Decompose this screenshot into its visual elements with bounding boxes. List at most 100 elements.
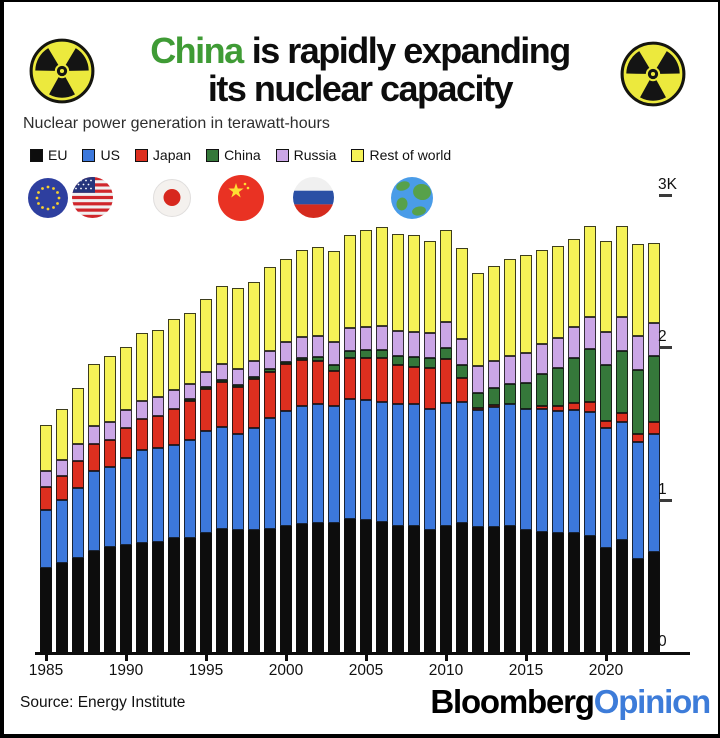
bar-segment-japan <box>472 407 484 411</box>
bar-2002 <box>312 246 324 652</box>
bar-segment-china <box>360 350 372 359</box>
bar-2004 <box>344 234 356 652</box>
x-axis-label-1990: 1990 <box>108 662 144 679</box>
bar-segment-us <box>424 408 436 531</box>
bar-segment-japan <box>248 379 260 428</box>
title-line-2: its nuclear capacity <box>207 68 514 109</box>
bar-1995 <box>200 298 212 652</box>
x-axis-tick-1995 <box>205 655 208 661</box>
page-title: China is rapidly expanding its nuclear ca… <box>100 32 620 108</box>
bar-2000 <box>280 258 292 652</box>
y-axis-tick-1 <box>659 498 672 502</box>
bar-segment-japan <box>280 364 292 411</box>
bar-segment-russia <box>168 390 180 409</box>
bar-segment-china <box>600 365 612 422</box>
bar-segment-japan <box>136 418 148 450</box>
x-axis-tick-2010 <box>445 655 448 661</box>
bar-segment-china <box>424 357 436 369</box>
bar-segment-japan <box>424 368 436 409</box>
legend-label: Rest of world <box>369 147 452 163</box>
bar-segment-eu <box>584 535 596 652</box>
bar-segment-russia <box>184 384 196 399</box>
bar-segment-us <box>120 457 132 546</box>
x-axis-label-1995: 1995 <box>188 662 224 679</box>
bar-segment-rest-of-world <box>56 408 68 461</box>
earth-icon <box>391 177 433 219</box>
bar-segment-eu <box>488 527 500 652</box>
bar-segment-russia <box>536 343 548 374</box>
bar-segment-russia <box>408 331 420 357</box>
bar-segment-rest-of-world <box>504 259 516 357</box>
bar-segment-china <box>184 398 196 402</box>
bar-segment-japan <box>488 404 500 407</box>
bar-segment-eu <box>88 551 100 652</box>
bar-segment-us <box>600 427 612 548</box>
bar-segment-us <box>360 400 372 520</box>
bar-segment-eu <box>216 529 228 652</box>
bar-segment-eu <box>648 551 660 652</box>
bar-segment-rest-of-world <box>360 230 372 328</box>
bar-segment-rest-of-world <box>136 332 148 401</box>
bar-segment-eu <box>536 531 548 652</box>
chart-legend: EU US Japan China Russia Rest of world <box>30 147 451 163</box>
bar-segment-rest-of-world <box>40 425 52 472</box>
bar-2006 <box>376 226 388 652</box>
bar-2011 <box>456 247 468 652</box>
bar-segment-us <box>280 410 292 526</box>
bar-2014 <box>504 259 516 652</box>
bar-segment-us <box>40 509 52 569</box>
bar-segment-rest-of-world <box>568 239 580 327</box>
bar-2020 <box>600 240 612 652</box>
bar-segment-us <box>264 417 276 529</box>
bar-segment-russia <box>232 368 244 386</box>
bar-2010 <box>440 230 452 652</box>
bar-segment-china <box>264 369 276 372</box>
x-axis-tick-1985 <box>45 655 48 661</box>
japan-flag-icon <box>153 179 191 217</box>
bar-segment-us <box>168 444 180 538</box>
legend-swatch-eu <box>30 148 43 162</box>
bar-segment-russia <box>56 460 68 476</box>
bar-2023 <box>648 243 660 652</box>
bar-segment-russia <box>216 363 228 381</box>
bar-segment-eu <box>264 528 276 652</box>
bar-1987 <box>72 387 84 652</box>
bar-segment-rest-of-world <box>488 266 500 362</box>
bar-segment-rest-of-world <box>168 319 180 391</box>
bar-segment-us <box>248 427 260 531</box>
bar-segment-china <box>632 370 644 434</box>
x-axis-label-2010: 2010 <box>428 662 464 679</box>
bar-segment-russia <box>136 400 148 419</box>
bar-segment-japan <box>376 358 388 402</box>
bar-segment-russia <box>568 326 580 358</box>
bar-segment-china <box>568 357 580 403</box>
bar-segment-japan <box>104 439 116 467</box>
bar-1988 <box>88 363 100 652</box>
chart-subtitle: Nuclear power generation in terawatt-hou… <box>23 115 330 132</box>
x-axis-label-2015: 2015 <box>508 662 544 679</box>
source-credit: Source: Energy Institute <box>20 694 186 711</box>
bar-segment-rest-of-world <box>312 246 324 336</box>
bar-segment-china <box>312 357 324 362</box>
bar-segment-japan <box>264 371 276 418</box>
bar-segment-china <box>488 387 500 405</box>
bar-segment-russia <box>520 353 532 383</box>
bar-segment-eu <box>424 530 436 652</box>
bar-segment-rest-of-world <box>184 313 196 385</box>
bar-segment-eu <box>392 526 404 652</box>
bar-segment-us <box>104 466 116 548</box>
x-axis-line <box>35 652 690 655</box>
bar-segment-russia <box>104 421 116 440</box>
bar-segment-rest-of-world <box>216 285 228 364</box>
bar-segment-russia <box>600 332 612 366</box>
bar-segment-eu <box>232 530 244 652</box>
bar-segment-russia <box>360 327 372 351</box>
bar-segment-china <box>440 347 452 359</box>
bar-segment-us <box>488 406 500 528</box>
bar-segment-china <box>648 355 660 422</box>
brand-bloomberg: Bloomberg <box>430 683 595 720</box>
bar-segment-russia <box>264 350 276 370</box>
bar-segment-russia <box>584 317 596 350</box>
bar-segment-eu <box>136 543 148 652</box>
bar-segment-rest-of-world <box>440 230 452 322</box>
